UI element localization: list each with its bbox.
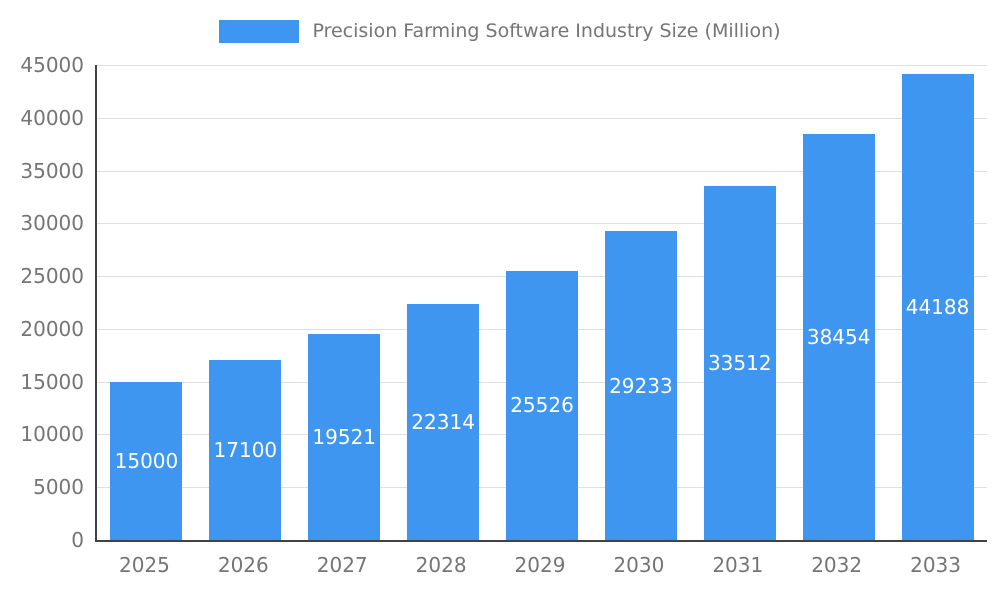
x-axis-tick-label: 2033	[910, 553, 961, 577]
y-axis-tick-label: 0	[71, 528, 84, 552]
bar[interactable]: 22314	[407, 304, 480, 540]
x-axis-tick-label: 2031	[712, 553, 764, 577]
bar-value-label: 19521	[312, 424, 377, 449]
y-axis-tick-label: 10000	[20, 422, 84, 447]
bar[interactable]: 15000	[110, 381, 183, 540]
bar-value-label: 33512	[707, 351, 772, 376]
gridline	[97, 117, 987, 119]
y-axis-tick-label: 40000	[20, 105, 84, 130]
bar[interactable]: 33512	[703, 186, 776, 540]
gridline	[97, 65, 987, 66]
bar-series: 15000 17100 19521 22314 25526 29233 33512 38454…	[97, 65, 987, 540]
y-axis-tick-label: 45000	[20, 53, 84, 77]
bar[interactable]: 17100	[209, 359, 282, 540]
x-axis-tick-label: 2027	[316, 553, 368, 577]
bar-value-label: 44188	[905, 294, 970, 319]
bar-value-label: 25526	[510, 393, 574, 418]
x-axis-tick-label: 2028	[415, 553, 467, 577]
bar[interactable]: 44188	[901, 73, 974, 540]
y-axis-tick-label: 5000	[33, 475, 84, 500]
y-axis-tick-label: 15000	[20, 369, 84, 394]
x-axis: 2025 2026 2027 2028 2029 2030 2031 2032 2033	[95, 553, 985, 587]
bar-value-label: 38454	[806, 325, 871, 350]
bar-value-label: 29233	[609, 373, 673, 398]
bar[interactable]: 38454	[802, 134, 875, 540]
y-axis-tick-label: 25000	[20, 264, 84, 289]
chart-title: Precision Farming Software Industry Size…	[312, 20, 781, 42]
x-axis-tick-label: 2032	[811, 553, 863, 577]
y-axis-tick-label: 30000	[20, 211, 84, 236]
bar[interactable]: 19521	[308, 333, 381, 540]
y-axis: 0 5000 10000 15000 20000 25000 30000 35000 40000…	[0, 53, 84, 552]
y-axis-tick-label: 20000	[20, 316, 84, 341]
legend-swatch	[219, 19, 300, 43]
bar-value-label: 17100	[213, 437, 278, 462]
gridline	[97, 223, 987, 225]
gridline	[97, 170, 987, 172]
bar-value-label: 22314	[411, 410, 475, 435]
x-axis-tick-label: 2025	[118, 553, 170, 577]
bar[interactable]: 25526	[506, 270, 578, 540]
bar-value-label: 15000	[114, 448, 179, 473]
x-axis-tick-label: 2029	[514, 553, 566, 577]
plot-area: 15000 17100 19521 22314 25526 29233 33512 38454…	[95, 65, 987, 542]
chart-legend: Precision Farming Software Industry Size…	[0, 16, 1000, 46]
x-axis-tick-label: 2030	[613, 553, 665, 577]
x-axis-tick-label: 2026	[217, 553, 269, 577]
bar[interactable]: 29233	[604, 231, 677, 540]
y-axis-tick-label: 35000	[20, 158, 84, 183]
